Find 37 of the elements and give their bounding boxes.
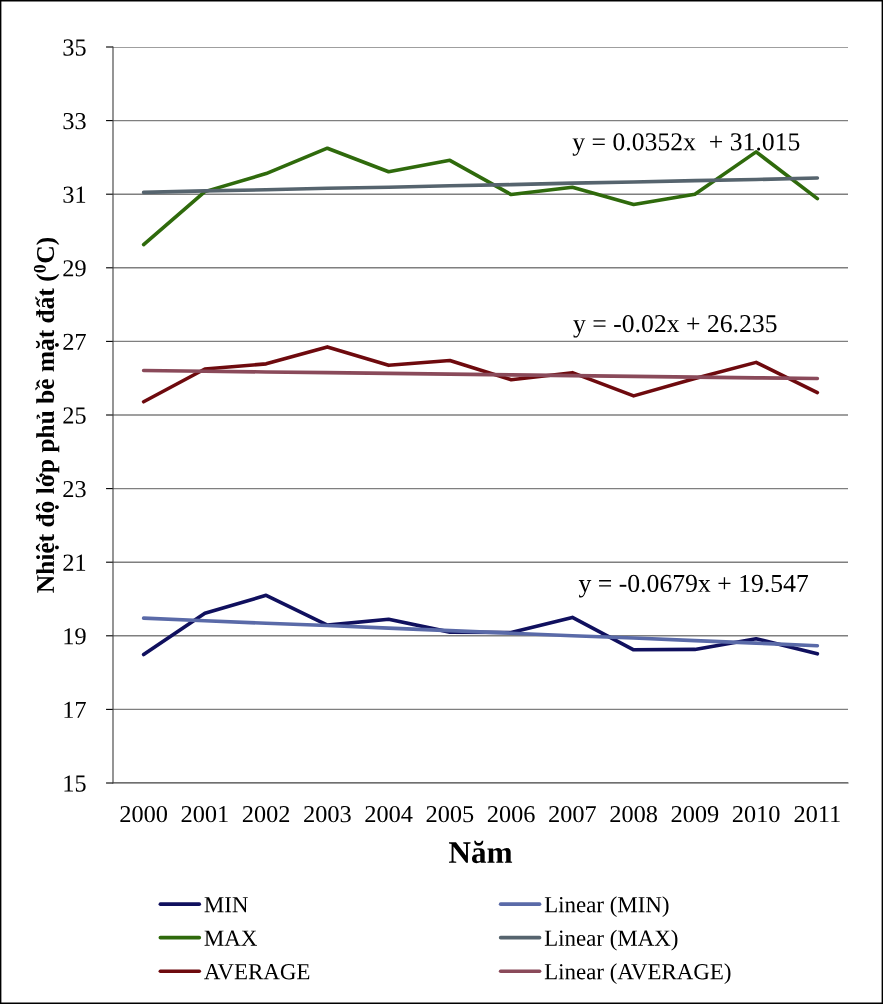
legend-label: MAX (204, 930, 257, 946)
x-tick-label: 2010 (732, 805, 780, 823)
x-tick-label: 2003 (304, 805, 351, 823)
x-tick-label: 2002 (242, 805, 290, 823)
x-axis-title: Năm (448, 840, 513, 864)
y-tick-label: 23 (63, 480, 86, 498)
annotation: y = -0.0679x + 19.547 (578, 574, 809, 598)
x-tick-label: 2000 (120, 805, 167, 823)
y-tick-label: 27 (63, 333, 86, 350)
y-tick-label: 29 (63, 260, 86, 277)
y-tick-label: 33 (63, 112, 86, 130)
y-axis-title: Nhiệt độ lớp phủ bề mặt đất ($^{0}$C) (33, 237, 60, 593)
x-tick-label: 2007 (549, 805, 596, 823)
y-tick-label: 21 (63, 554, 86, 571)
line-series (141, 176, 820, 195)
x-tick-label: 2009 (671, 805, 719, 823)
legend-label: MIN (204, 897, 248, 913)
y-tick-label: 25 (63, 407, 86, 424)
y-tick-label: 31 (63, 186, 86, 203)
x-tick-label: 2004 (365, 805, 413, 823)
legend-label: Linear (AVERAGE) (544, 963, 731, 985)
legend-label: Linear (MAX) (544, 929, 678, 951)
x-tick-label: 2008 (610, 805, 657, 823)
legend-label: Linear (MIN) (544, 896, 669, 918)
y-tick-label: 35 (63, 39, 86, 56)
line-series (141, 368, 820, 381)
annotation: y = 0.0352x + 31.015 (572, 133, 800, 156)
legend-label: AVERAGE (204, 964, 310, 980)
y-tick-label: 19 (64, 628, 86, 645)
x-tick-label: 2006 (487, 805, 535, 823)
line-series (141, 616, 820, 648)
y-tick-label: 17 (64, 701, 86, 718)
x-tick-label: 2005 (426, 805, 474, 823)
x-tick-label: 2001 (181, 805, 228, 823)
x-tick-label: 2011 (794, 805, 840, 823)
y-tick-label: 15 (64, 775, 86, 792)
annotation: y = -0.02x + 26.235 (573, 314, 777, 338)
